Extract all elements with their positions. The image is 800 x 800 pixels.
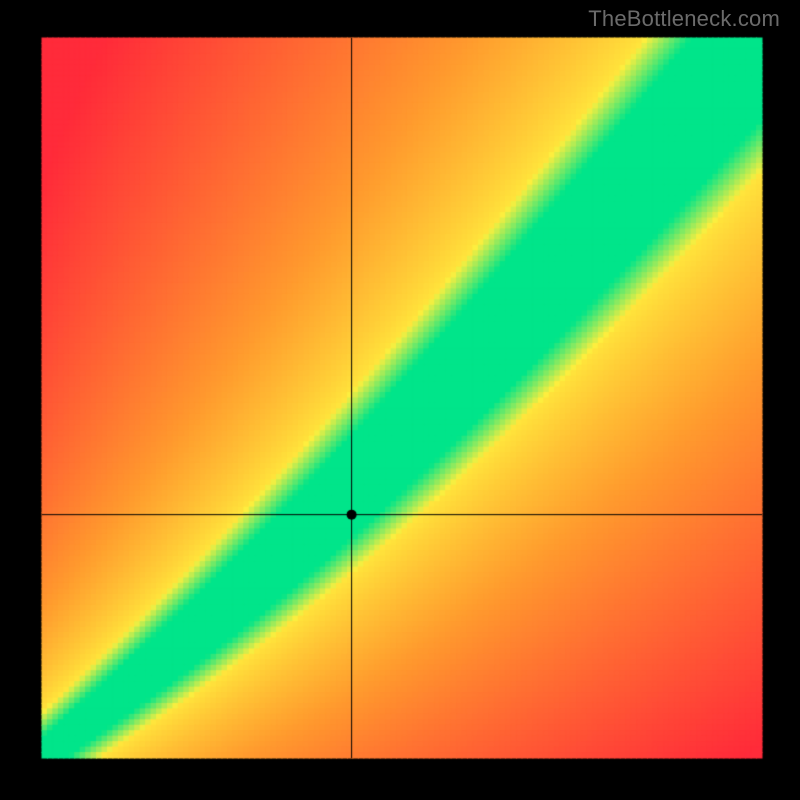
heatmap-canvas	[0, 0, 800, 800]
watermark-text: TheBottleneck.com	[588, 6, 780, 32]
chart-container: TheBottleneck.com	[0, 0, 800, 800]
